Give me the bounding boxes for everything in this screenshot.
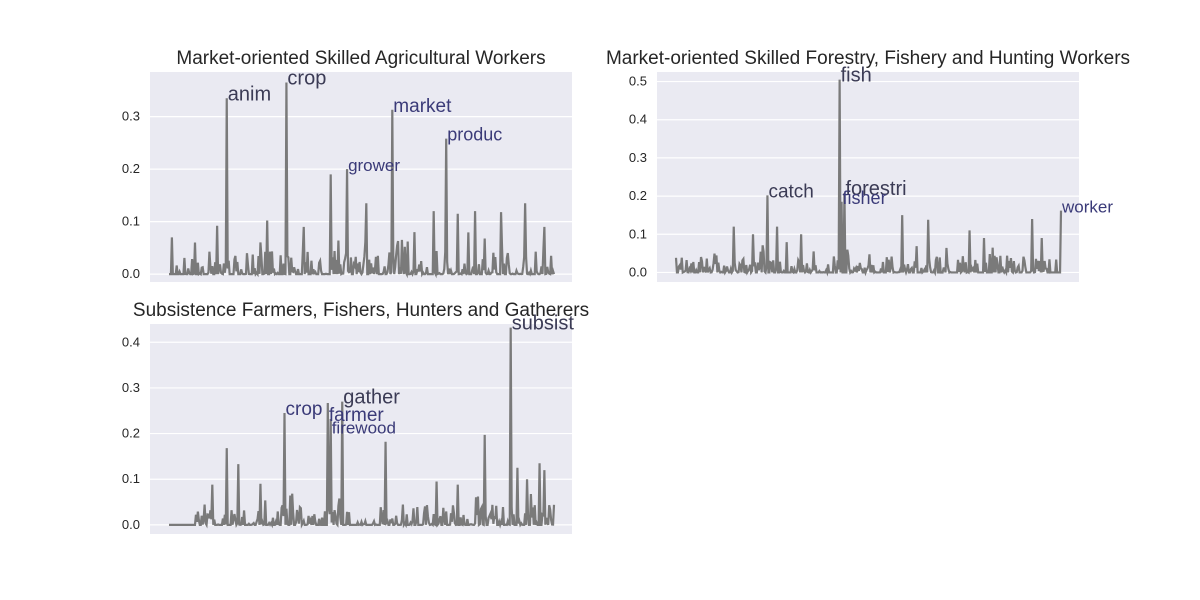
peak-label: worker [1061, 198, 1113, 217]
peak-label: crop [286, 399, 323, 420]
plot-background [150, 72, 572, 282]
y-tick-label: 0.3 [122, 109, 140, 124]
peak-label: subsist [512, 313, 575, 335]
y-tick-label: 0.5 [629, 74, 647, 89]
peak-label: grower [348, 156, 400, 175]
y-tick-label: 0.3 [629, 150, 647, 165]
chart-title: Market-oriented Skilled Forestry, Fisher… [606, 48, 1130, 69]
y-tick-label: 0.0 [122, 266, 140, 281]
peak-label: crop [287, 68, 326, 90]
y-tick-label: 0.1 [122, 471, 140, 486]
peak-label: farmer [329, 405, 385, 426]
peak-label: market [393, 96, 452, 117]
y-tick-label: 0.4 [629, 112, 647, 127]
chart-title: Subsistence Farmers, Fishers, Hunters an… [133, 300, 589, 321]
y-tick-label: 0.1 [122, 214, 140, 229]
peak-label: firewood [332, 418, 396, 437]
plot-background [657, 72, 1079, 282]
series-line [169, 82, 556, 279]
subplot-1: 0.0 0.1 0.2 0.3 Market-oriented Skilled Agri… [122, 48, 572, 282]
y-tick-label: 0.0 [629, 264, 647, 279]
subplot-3: 0.0 0.1 0.2 0.3 0.4 Subsistence Farmers, Fish… [122, 300, 589, 534]
peak-label: catch [768, 181, 813, 202]
peak-label: produc [447, 125, 502, 145]
subplot-2: 0.0 0.1 0.2 0.3 0.4 0.5 Market-oriented Skille… [606, 48, 1130, 282]
peak-label: forestri [845, 178, 906, 200]
peak-label: fisher [843, 188, 887, 208]
y-tick-label: 0.0 [122, 517, 140, 532]
chart-title: Market-oriented Skilled Agricultural Wor… [176, 48, 545, 69]
peak-label: anim [228, 83, 271, 105]
y-tick-label: 0.2 [122, 161, 140, 176]
series-line [169, 327, 556, 529]
series-line [674, 79, 1063, 277]
peak-label: gather [343, 387, 400, 409]
y-tick-label: 0.2 [122, 426, 140, 441]
y-tick-label: 0.4 [122, 334, 140, 349]
y-tick-label: 0.3 [122, 380, 140, 395]
peak-label: fish [841, 65, 872, 87]
y-tick-label: 0.2 [629, 188, 647, 203]
y-tick-label: 0.1 [629, 226, 647, 241]
plot-background [150, 324, 572, 534]
